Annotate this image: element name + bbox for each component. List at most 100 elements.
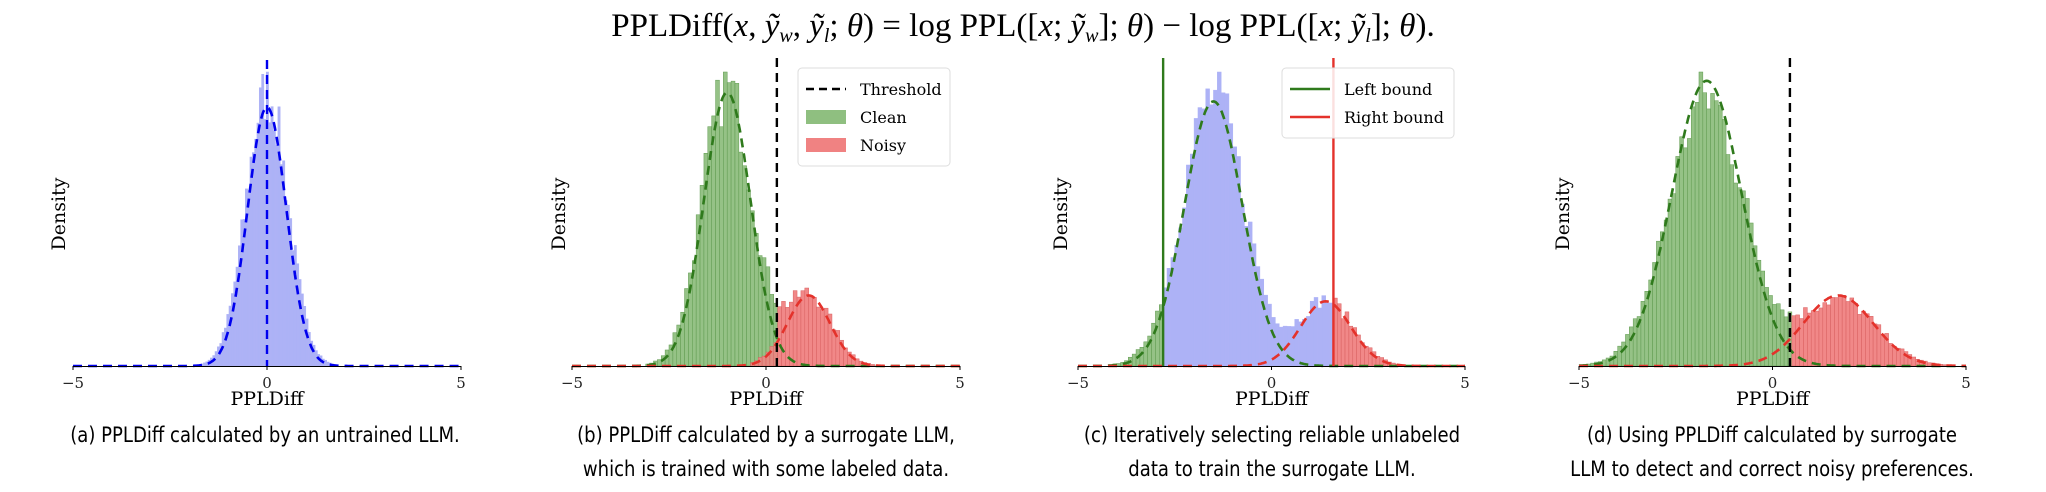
histogram-bar-unlabeled	[1302, 319, 1307, 367]
histogram-bar-unlabeled	[298, 279, 302, 367]
histogram-bar-noisy	[1368, 347, 1373, 367]
title-part: ];	[1098, 8, 1127, 44]
histogram-bar-unlabeled	[1321, 295, 1326, 367]
histogram-bar-noisy	[1911, 356, 1916, 367]
histogram-bar-unlabeled	[289, 218, 293, 367]
histogram-bar-noisy	[1807, 312, 1812, 367]
histogram-bar-clean	[1710, 93, 1715, 367]
histogram-bar-clean	[1683, 147, 1688, 367]
y-axis-label: Density	[1050, 177, 1072, 250]
y-axis-label: Density	[548, 177, 570, 250]
title-part: x	[1038, 8, 1054, 44]
title-part: ;	[1053, 8, 1071, 44]
histogram-bar-unlabeled	[203, 362, 206, 367]
histogram-bar-clean	[723, 71, 728, 367]
x-tick-label: −5	[561, 374, 583, 392]
histogram-bar-clean	[730, 80, 736, 367]
histogram-bar-clean	[738, 151, 743, 367]
histogram-bar-noisy	[1888, 343, 1893, 367]
histogram-bar-clean	[1737, 187, 1742, 367]
histogram-bar-noisy	[769, 346, 775, 367]
histogram-bar-unlabeled	[1228, 123, 1234, 367]
histogram-bar-clean	[1675, 156, 1680, 367]
histogram-bar-unlabeled	[268, 122, 272, 367]
x-tick-label: −5	[1067, 374, 1089, 392]
histogram-bar-clean	[1644, 291, 1649, 367]
histogram-bar-noisy	[1942, 364, 1947, 367]
title-part: x	[733, 8, 749, 44]
legend-label: Right bound	[1344, 108, 1444, 127]
x-axis-label: PPLDiff	[1235, 388, 1309, 410]
histogram-bar-clean	[742, 165, 747, 367]
histogram-bar-clean	[1721, 119, 1727, 367]
histogram-bar-clean	[1756, 259, 1762, 367]
histogram-bar-clean	[1629, 326, 1634, 367]
histogram-bar-clean	[711, 115, 716, 367]
x-axis-label: PPLDiff	[730, 388, 804, 410]
histogram-bar-unlabeled	[305, 318, 309, 367]
y-axis-label: Density	[1552, 177, 1574, 250]
histogram-bar-clean	[1725, 154, 1731, 367]
histogram-bar-noisy	[1791, 315, 1796, 367]
histogram-bar-noisy	[1841, 295, 1847, 367]
legend-label: Threshold	[860, 80, 942, 99]
x-tick-label: −5	[62, 374, 84, 392]
x-axis-label: PPLDiff	[231, 388, 305, 410]
x-tick-label: 5	[955, 374, 965, 392]
caption-line: (d) Using PPLDiff calculated by surrogat…	[1586, 423, 1958, 447]
title-part: PPLDiff(	[611, 8, 734, 44]
histogram-bar-clean	[1663, 219, 1669, 367]
histogram-bar-unlabeled	[1220, 92, 1226, 367]
histogram-bar-clean	[1749, 222, 1754, 367]
histogram-bar-unlabeled	[226, 314, 230, 367]
histogram-bar-unlabeled	[1182, 207, 1187, 367]
caption-line: (c) Iteratively selecting reliable unlab…	[1083, 423, 1461, 447]
histogram-bar-noisy	[1822, 302, 1827, 367]
histogram-bar-unlabeled	[1267, 303, 1272, 367]
title-part: ,	[748, 8, 765, 44]
histogram-bar-clean	[719, 126, 724, 367]
histogram-bar-clean	[1687, 138, 1692, 367]
histogram-bar-clean	[695, 214, 701, 367]
histogram-bar-unlabeled	[1201, 108, 1206, 367]
histogram-bar-noisy	[1834, 297, 1839, 367]
histogram-bar-clean	[1733, 182, 1738, 367]
histogram-bar-clean	[1139, 346, 1145, 367]
histogram-bar-unlabeled	[270, 106, 274, 367]
caption-d: (d) Using PPLDiff calculated by surrogat…	[1514, 418, 2030, 486]
histogram-bar-noisy	[1927, 362, 1932, 367]
histogram-bar-noisy	[808, 295, 813, 367]
histogram-bar-noisy	[820, 309, 825, 367]
histogram-bar-clean	[1131, 353, 1137, 367]
histogram-bar-noisy	[1857, 314, 1862, 367]
histogram-bar-unlabeled	[1178, 227, 1183, 367]
histogram-bar-unlabeled	[1294, 319, 1299, 367]
legend-label: Clean	[860, 108, 907, 127]
histogram-bar-noisy	[1803, 307, 1808, 367]
histogram-bar-unlabeled	[272, 130, 276, 367]
title-part: w	[1085, 25, 1099, 47]
caption-c: (c) Iteratively selecting reliable unlab…	[1014, 418, 1530, 486]
histogram-bar-noisy	[843, 347, 848, 367]
y-axis-label: Density	[48, 177, 70, 250]
legend-label: Left bound	[1344, 80, 1432, 99]
histogram-bar-noisy	[1838, 294, 1843, 367]
histogram-bar-clean	[1690, 106, 1696, 367]
histogram-bar-unlabeled	[1325, 302, 1330, 367]
histogram-bar-noisy	[812, 297, 817, 367]
histogram-bar-unlabeled	[326, 361, 330, 367]
histogram-bar-noisy	[870, 364, 875, 367]
histogram-bar-clean	[1729, 164, 1735, 367]
title-part: ỹ	[1350, 8, 1366, 44]
histogram-bar-unlabeled	[228, 305, 232, 367]
histogram-bar-clean	[746, 189, 751, 367]
histogram-bar-unlabeled	[1306, 316, 1311, 367]
histogram-bar-noisy	[1340, 318, 1346, 367]
histogram-bar-noisy	[1899, 348, 1905, 367]
histogram-bar-unlabeled	[1298, 321, 1303, 367]
title-part: ;	[829, 8, 847, 44]
caption-b: (b) PPLDiff calculated by a surrogate LL…	[508, 418, 1024, 486]
histogram-bar-noisy	[1830, 297, 1835, 367]
histogram-bar-clean	[1679, 136, 1684, 367]
